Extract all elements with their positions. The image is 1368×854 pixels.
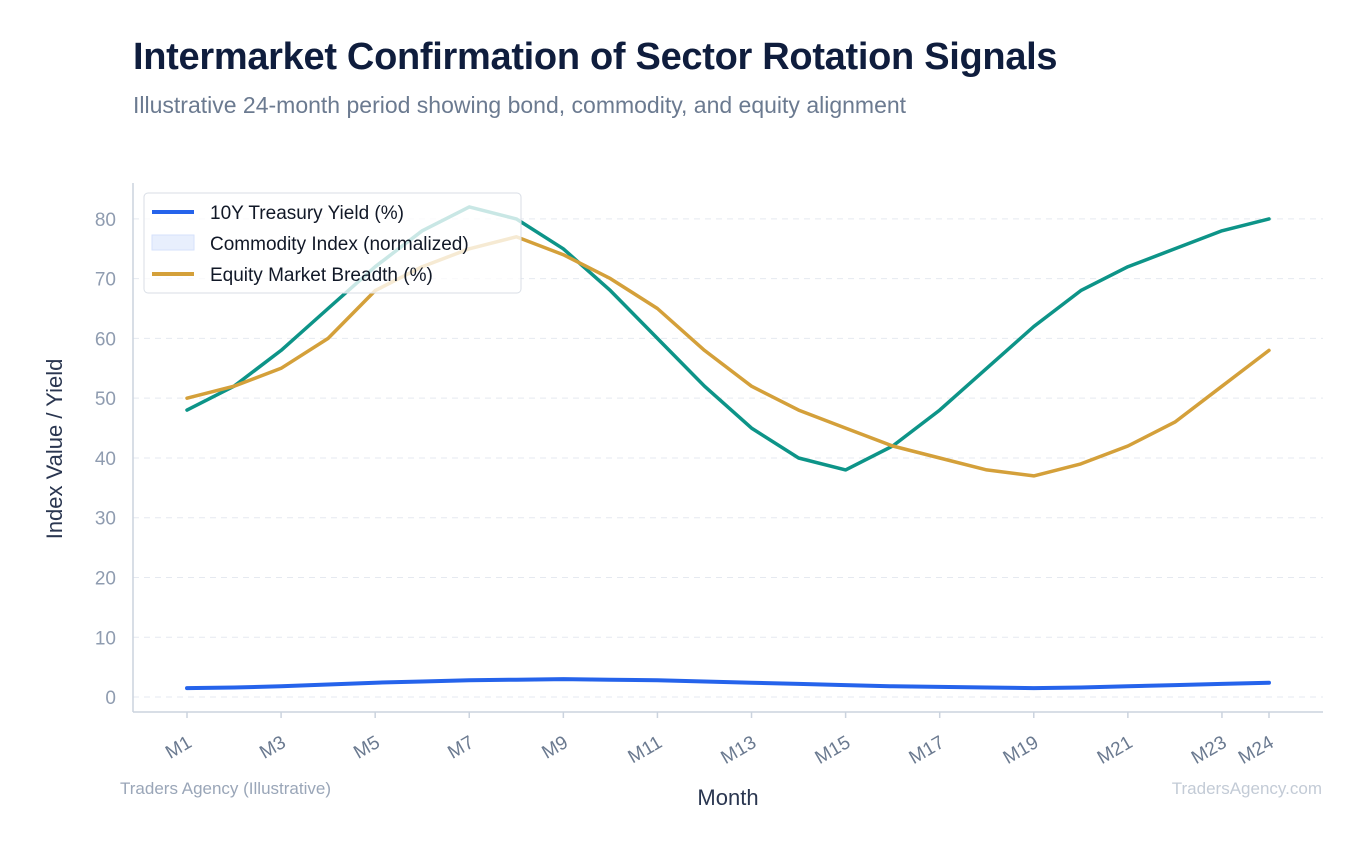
legend-swatch (151, 234, 195, 251)
y-tick-label: 30 (95, 509, 116, 530)
chart-title: Intermarket Confirmation of Sector Rotat… (133, 36, 1058, 78)
y-tick-label: 40 (95, 449, 116, 470)
x-tick-label: M17 (906, 732, 949, 769)
x-tick-label: M3 (256, 732, 289, 763)
x-tick-label: M24 (1235, 732, 1278, 769)
axes (132, 183, 1323, 713)
y-tick-label: 60 (95, 329, 116, 350)
x-tick-label: M9 (538, 732, 571, 763)
x-tick-label: M11 (625, 732, 666, 768)
x-tick-label: M19 (1000, 732, 1043, 769)
chart-subtitle: Illustrative 24-month period showing bon… (133, 92, 907, 118)
y-tick-label: 50 (95, 389, 116, 410)
x-tick-label: M13 (718, 732, 761, 769)
series-line-2 (185, 235, 1271, 478)
x-tick-label: M15 (812, 732, 855, 769)
legend-label: 10Y Treasury Yield (%) (210, 203, 404, 224)
y-tick-label: 10 (95, 628, 116, 649)
x-tick-label: M7 (444, 732, 477, 763)
source-note: Traders Agency (Illustrative) (120, 779, 331, 798)
x-tick-label: M23 (1188, 732, 1231, 769)
y-axis-title: Index Value / Yield (42, 359, 67, 540)
x-tick-label: M1 (162, 732, 195, 763)
legend-box (143, 192, 522, 294)
y-tick-label: 0 (105, 688, 116, 709)
legend-label: Equity Market Breadth (%) (210, 265, 433, 286)
y-tick-label: 20 (95, 569, 116, 590)
series-line-0 (185, 677, 1271, 691)
x-tick-label: M5 (350, 732, 383, 763)
x-tick-label: M21 (1094, 732, 1137, 769)
y-tick-label: 70 (95, 270, 116, 291)
y-tick-label: 80 (95, 210, 116, 231)
y-tick-labels: 0 10 20 30 40 50 60 70 80 (95, 210, 116, 709)
legend: 10Y Treasury Yield (%) Commodity Index (n… (143, 192, 522, 294)
x-axis-title: Month (697, 785, 758, 810)
x-tick-labels: M1 M3 M5 M7 M9 M11 M13 M15 M17 M19 M21 M23 M24 (162, 712, 1278, 769)
legend-label: Commodity Index (normalized) (210, 234, 469, 255)
watermark: TradersAgency.com (1171, 779, 1322, 798)
